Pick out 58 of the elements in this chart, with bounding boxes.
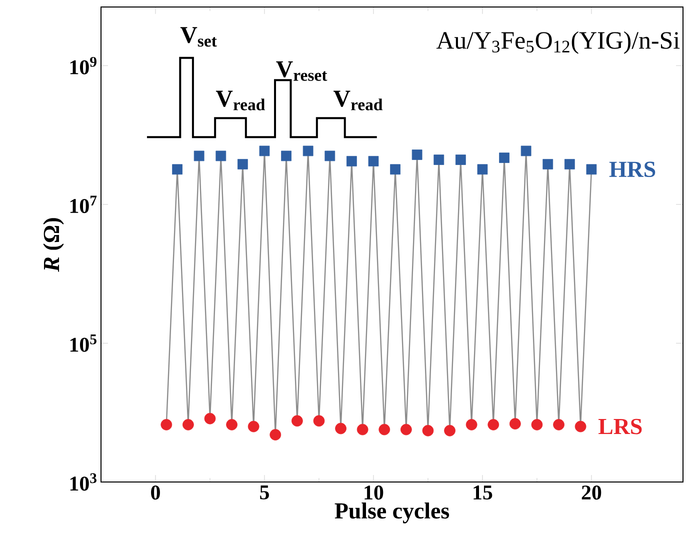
point [346,156,357,166]
point [542,159,554,170]
point [302,146,314,156]
point [553,418,564,430]
point [259,146,270,156]
point [466,418,478,430]
series-label: LRS [598,418,642,434]
y-tick-label: 10$^{3}$ [70,473,96,491]
point [238,159,248,170]
annotation: V$_{set}$ [180,27,217,47]
point [226,418,238,430]
point [172,164,182,175]
point [324,150,336,162]
series-label: HRS [609,162,656,178]
point [160,418,172,430]
point [586,164,597,175]
point [368,156,379,166]
x-tick-label: 20 [582,486,602,500]
annotation: V$_{read}$ [334,90,383,110]
point [499,152,510,163]
x-axis-title: Pulse cycles [334,502,450,524]
point [204,412,216,424]
y-axis-title: R (Ω) [43,218,64,272]
x-tick-label: 15 [474,486,492,500]
point [400,424,412,436]
x-tick-label: 10 [364,486,384,500]
point [434,154,444,165]
point [422,424,434,436]
point [216,150,226,162]
point [248,420,260,432]
point [509,418,521,430]
point [390,164,400,175]
point [520,146,532,156]
annotation: V$_{read}$ [216,90,266,110]
annotation: V$_{reset}$ [276,61,328,81]
x-tick-label: 0 [151,486,160,500]
point [574,420,586,432]
point [313,415,325,427]
point [194,150,204,162]
annotation: Au/Y$_{3}$Fe$_{5}$O$_{12}$(YIG)/n-Si [436,31,680,54]
point [564,159,575,170]
x-tick-label: 5 [260,486,269,500]
point [270,429,282,440]
point [378,424,390,436]
y-tick-label: 10$^{9}$ [70,56,96,74]
point [477,164,488,175]
point [292,415,303,427]
y-tick-label: 10$^{7}$ [70,196,97,214]
point [412,150,422,160]
point [531,418,543,430]
point [182,418,194,430]
point [335,422,346,434]
point [488,418,500,430]
point [444,424,456,436]
point [356,424,368,436]
y-tick-label: 10$^{5}$ [70,334,96,352]
point [281,150,292,162]
point [455,154,466,165]
